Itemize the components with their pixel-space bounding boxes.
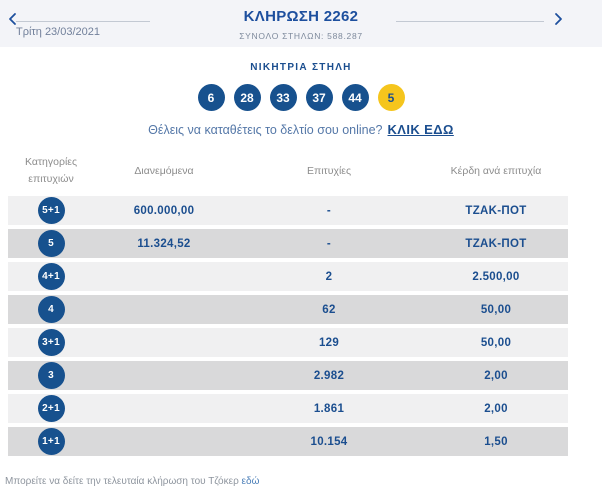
prize-cell: 50,00 [480, 336, 512, 349]
next-draw-divider [396, 21, 544, 22]
table-row: 4+1 2 2.500,00 [8, 262, 568, 291]
results-table: Κατηγορίες επιτυχιών Διανεμόμενα Επιτυχί… [8, 152, 568, 460]
chevron-left-icon [7, 12, 18, 29]
table-row: 3 2.982 2,00 [8, 361, 568, 390]
category-badge: 1+1 [37, 428, 65, 455]
prize-cell: 1,50 [484, 435, 508, 448]
winning-number-ball: 33 [269, 84, 297, 111]
column-header-categories: Κατηγορίες επιτυχιών [24, 156, 78, 185]
winners-cell: - [326, 237, 332, 250]
winning-column-label: ΝΙΚΗΤΡΙΑ ΣΤΗΛΗ [250, 62, 352, 73]
results-table-body: 5+1 600.000,00 - ΤΖΑΚ-ΠΟΤ 5 11.324,52 - … [8, 196, 568, 456]
winning-number-ball: 37 [305, 84, 333, 111]
draw-header: Τρίτη 23/03/2021 ΚΛΗΡΩΣΗ 2262 ΣΥΝΟΛΟ ΣΤΗ… [0, 0, 602, 47]
winners-cell: - [326, 204, 332, 217]
total-columns-label: ΣΥΝΟΛΟ ΣΤΗΛΩΝ: [239, 31, 325, 41]
distributed-cell: 600.000,00 [133, 204, 195, 217]
submit-online-link[interactable]: ΚΛΙΚ ΕΔΩ [387, 122, 454, 137]
online-cta: Θέλεις να καταθέτεις το δελτίο σου onlin… [0, 122, 602, 137]
prize-cell: 2,00 [484, 402, 508, 415]
winning-number-ball: 28 [233, 84, 261, 111]
category-badge: 4+1 [37, 263, 65, 290]
draw-title: ΚΛΗΡΩΣΗ 2262 [243, 8, 359, 25]
prize-cell: 2.500,00 [472, 270, 520, 283]
column-header-winners: Επιτυχίες [306, 165, 352, 177]
latest-draw-note: Μπορείτε να δείτε την τελευταία κλήρωση … [5, 476, 259, 487]
category-badge: 5 [37, 230, 65, 257]
table-row: 5 11.324,52 - ΤΖΑΚ-ΠΟΤ [8, 229, 568, 258]
category-badge: 3+1 [37, 329, 65, 356]
prize-cell: ΤΖΑΚ-ΠΟΤ [465, 204, 527, 217]
prize-cell: 2,00 [484, 369, 508, 382]
total-columns-value: 588.287 [327, 31, 363, 41]
category-badge: 2+1 [37, 395, 65, 422]
latest-draw-text: Μπορείτε να δείτε την τελευταία κλήρωση … [5, 476, 239, 487]
winners-cell: 129 [318, 336, 340, 349]
column-header-prize: Κέρδη ανά επιτυχία [450, 165, 542, 177]
prev-draw-divider [16, 21, 150, 22]
distributed-cell: 11.324,52 [137, 237, 191, 250]
prize-cell: ΤΖΑΚ-ΠΟΤ [465, 237, 527, 250]
winners-cell: 2 [325, 270, 333, 283]
table-row: 4 62 50,00 [8, 295, 568, 324]
winning-number-ball: 44 [341, 84, 369, 111]
category-badge: 4 [37, 296, 65, 323]
winning-number-ball: 6 [197, 84, 225, 111]
table-row: 3+1 129 50,00 [8, 328, 568, 357]
category-badge: 3 [37, 362, 65, 389]
bonus-number-ball: 5 [377, 84, 405, 111]
results-table-header: Κατηγορίες επιτυχιών Διανεμόμενα Επιτυχί… [8, 152, 568, 190]
total-columns: ΣΥΝΟΛΟ ΣΤΗΛΩΝ: 588.287 [0, 31, 602, 41]
column-header-distributed: Διανεμόμενα [134, 165, 194, 177]
previous-draw-button[interactable] [4, 11, 20, 29]
next-draw-button[interactable] [550, 11, 566, 29]
table-row: 1+1 10.154 1,50 [8, 427, 568, 456]
winners-cell: 10.154 [310, 435, 348, 448]
winning-numbers: 6 28 33 37 44 5 [0, 84, 602, 111]
draw-date: Τρίτη 23/03/2021 [16, 26, 100, 38]
online-cta-text: Θέλεις να καταθέτεις το δελτίο σου onlin… [148, 123, 383, 137]
winners-cell: 1.861 [313, 402, 345, 415]
table-row: 5+1 600.000,00 - ΤΖΑΚ-ΠΟΤ [8, 196, 568, 225]
winners-cell: 2.982 [313, 369, 345, 382]
category-badge: 5+1 [37, 197, 65, 224]
table-row: 2+1 1.861 2,00 [8, 394, 568, 423]
prize-cell: 50,00 [480, 303, 512, 316]
chevron-right-icon [553, 12, 564, 29]
latest-draw-link[interactable]: εδώ [241, 476, 260, 487]
winners-cell: 62 [322, 303, 336, 316]
